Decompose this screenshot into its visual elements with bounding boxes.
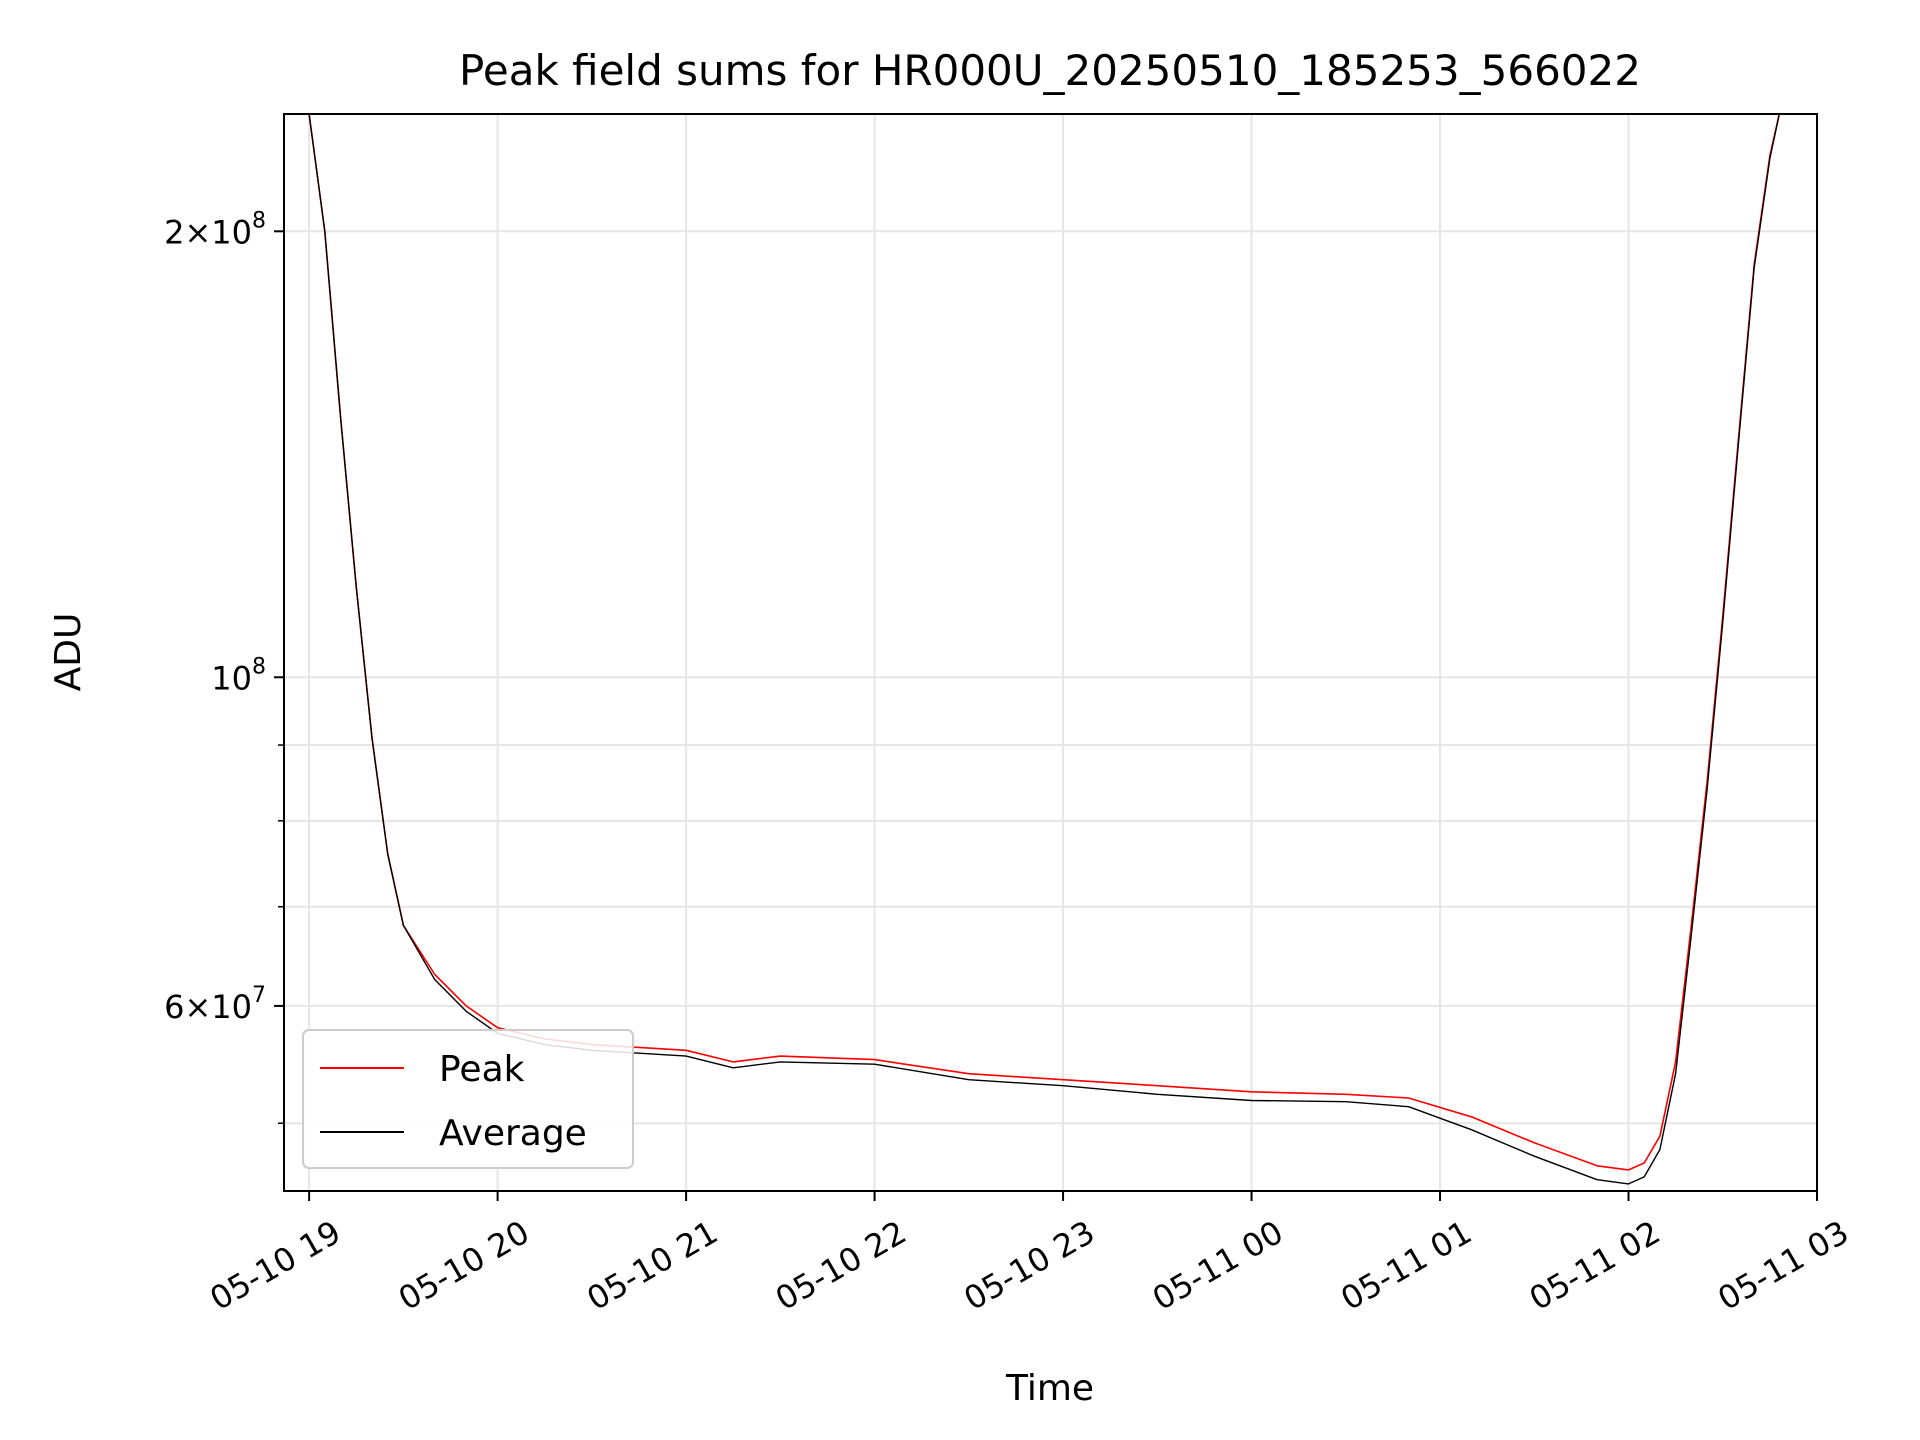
legend-box	[302, 1029, 634, 1169]
y-tick-label: 2×108	[164, 208, 266, 251]
series-line-average	[308, 114, 1780, 1185]
legend: Peak Average	[302, 1029, 634, 1169]
y-axis-label: ADU	[48, 613, 89, 692]
y-tick-label: 108	[211, 654, 266, 697]
series-lines	[308, 114, 1781, 1185]
plot-area-frame	[283, 113, 1818, 1192]
chart-title: Peak field sums for HR000U_20250510_1852…	[459, 46, 1641, 95]
y-axis: 2×108 108 6×107	[164, 208, 284, 1124]
y-tick-label: 6×107	[164, 983, 266, 1026]
legend-label-average: Average	[439, 1113, 587, 1154]
legend-label-peak: Peak	[439, 1049, 525, 1090]
x-axis-label: Time	[1005, 1368, 1094, 1409]
